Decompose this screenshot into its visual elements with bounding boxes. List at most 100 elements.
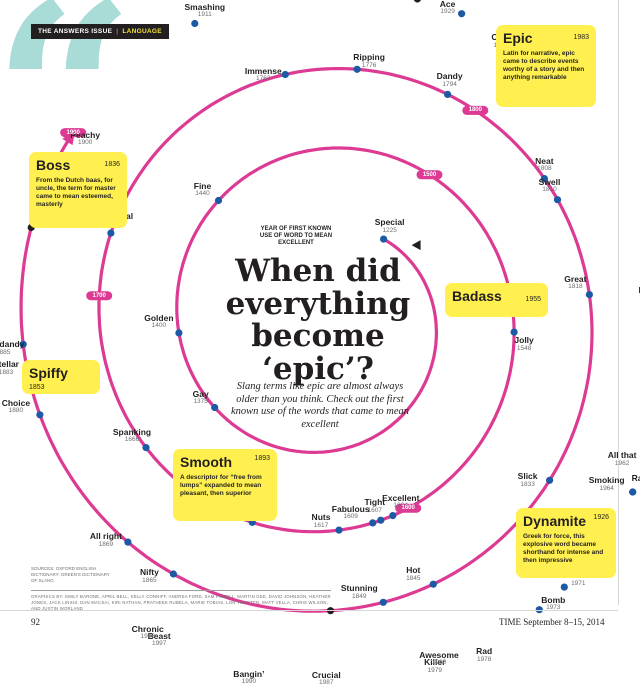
word-year: 1607	[367, 506, 383, 514]
word-label: Crucial 1987	[312, 671, 341, 687]
word-label: Tight 1607	[364, 498, 385, 514]
highlight-year: 1853	[29, 384, 45, 391]
word-text: Crucial	[311, 669, 341, 680]
word-dot	[535, 606, 543, 614]
word-text: Choice	[1, 397, 31, 408]
word-label: Gay 1375	[193, 389, 209, 406]
word-year: 1997	[151, 640, 167, 648]
word-label: Stunning 1849	[341, 584, 378, 600]
word-label: Nuts 1617	[312, 513, 331, 529]
highlight-year: 1836	[104, 161, 120, 168]
section-topic: LANGUAGE	[122, 28, 162, 35]
word-text: Fabulous	[331, 503, 370, 514]
highlight-box-badass: Badass 1955	[445, 283, 548, 317]
word-text: All right	[89, 531, 122, 542]
word-dot	[585, 291, 594, 299]
word-text: Stunning	[340, 583, 378, 594]
word-year: 1400	[151, 322, 167, 330]
callout-arrow	[411, 240, 421, 251]
word-text: Jim-dandy	[0, 339, 25, 350]
word-text: Ripping	[353, 52, 385, 63]
word-year: 1911	[197, 11, 212, 18]
word-year: 1794	[442, 80, 457, 88]
word-label: Ripping 1776	[353, 53, 385, 69]
word-label: Smashing 1911	[184, 2, 225, 19]
highlight-box-epic: 1983 Epic Latin for narrative, epic came…	[496, 25, 596, 107]
word-dot	[380, 235, 388, 243]
footer-rule	[0, 610, 618, 611]
word-year: 1964	[632, 483, 640, 491]
word-label: Bomb 1973	[541, 596, 565, 612]
section-name: THE ANSWERS ISSUE	[38, 28, 113, 35]
word-label: Fine 1440	[194, 181, 211, 198]
word-year: 1978	[476, 655, 492, 663]
word-dot	[553, 196, 562, 204]
word-label: Great 1818	[564, 275, 586, 291]
highlight-year: 1893	[254, 455, 270, 462]
word-label: Special 1225	[375, 218, 405, 234]
highlight-year: 1983	[573, 34, 589, 41]
highlight-word: Dynamite	[523, 513, 587, 529]
highlight-description: Greek for force, this explosive word bec…	[523, 533, 604, 565]
spiral-timeline	[19, 0, 637, 615]
word-year: 1604	[393, 502, 409, 510]
word-text: Neat	[535, 155, 554, 166]
word-text: Spanking	[112, 426, 152, 437]
page-subtitle: Slang terms like epic are almost always …	[230, 381, 410, 430]
word-label: Choice 1880	[2, 399, 30, 415]
issue-date: TIME September 8–15, 2014	[499, 617, 605, 627]
word-dot	[353, 65, 361, 73]
highlight-word: Spiffy	[29, 365, 68, 381]
title-line-1: When did	[235, 253, 401, 289]
word-year: 1849	[352, 592, 367, 600]
word-year: 1617	[313, 521, 329, 529]
section-separator: |	[116, 28, 119, 35]
word-text: Excellent	[382, 492, 420, 503]
word-label: Awesome 1980	[419, 650, 459, 667]
word-label: Hot 1845	[406, 566, 420, 582]
word-year: 1818	[568, 283, 583, 291]
word-year: 1869	[98, 540, 114, 548]
word-label: Stellar1883	[0, 360, 19, 376]
word-year: 1973	[546, 604, 561, 612]
word-text: Tight	[364, 497, 386, 508]
word-label: Golden 1400	[144, 314, 173, 330]
word-dot	[142, 444, 150, 452]
word-year: 1609	[343, 513, 358, 521]
word-year: 1900	[77, 139, 93, 147]
word-year: 1808	[537, 165, 552, 173]
word-dot	[458, 10, 466, 18]
word-text: Chronic	[131, 623, 164, 634]
word-year: 1980	[431, 659, 447, 666]
word-text: Neato	[638, 286, 640, 295]
word-dot	[629, 488, 637, 496]
word-text: Swell	[538, 176, 561, 187]
word-text: Nuts	[311, 512, 331, 523]
word-text: Bomb	[541, 594, 566, 605]
word-label: Swell 1810	[539, 178, 561, 194]
year-marker-label: 1700	[92, 292, 106, 299]
highlight-box-boss: 1836 Boss From the Dutch baas, for uncle…	[29, 152, 127, 228]
word-label: All that 1962	[608, 451, 637, 467]
page-title: When did everything become ‘epic’?	[208, 255, 428, 385]
word-text: Nifty	[139, 567, 159, 577]
word-dot	[510, 328, 518, 336]
graphics-credits: GRAPHICS BY: EMILY BARONE, APRIL BELL, K…	[31, 590, 331, 611]
word-dot	[444, 90, 452, 98]
highlight-word: Badass	[452, 288, 502, 304]
word-label: Ace 1929	[440, 0, 456, 16]
year-callout-note: YEAR OF FIRST KNOWN USE OF WORD TO MEAN …	[259, 226, 333, 247]
title-line-3: become	[251, 318, 385, 355]
word-text: Stellar	[0, 359, 19, 370]
word-text: Great	[564, 273, 587, 284]
word-label: Peachy 1900	[70, 131, 100, 147]
word-label: All right 1869	[90, 532, 122, 548]
word-year: 1225	[382, 226, 397, 234]
word-label: Spanking 1666	[113, 428, 151, 444]
spiral-line	[19, 67, 594, 613]
page-number: 92	[31, 617, 40, 627]
word-dot	[369, 519, 377, 527]
word-text: Beast	[147, 630, 171, 641]
word-dot	[379, 598, 387, 606]
word-dot	[107, 229, 115, 237]
